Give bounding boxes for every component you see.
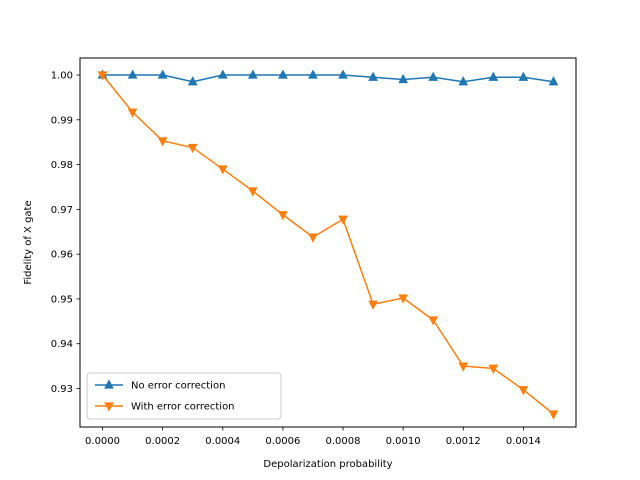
x-axis-ticks: 0.0000 0.0002 0.0004 0.0006 0.0008 0.0010 0.00… [85, 427, 541, 447]
x-tick-label: 0.0014 [506, 436, 541, 447]
data-point [127, 108, 138, 118]
x-tick-label: 0.0012 [446, 436, 481, 447]
y-tick-label: 0.98 [51, 160, 73, 171]
data-point [247, 187, 258, 197]
x-tick-label: 0.0000 [85, 436, 120, 447]
data-point [157, 69, 168, 79]
data-point [217, 69, 228, 79]
legend-item: With error correction [95, 402, 235, 413]
legend: No error correction With error correction [86, 372, 282, 420]
y-axis-title: Fidelity of X gate [23, 200, 34, 284]
legend-label: No error correction [131, 381, 225, 392]
data-point [217, 165, 228, 175]
data-point [398, 73, 409, 84]
data-point [488, 364, 499, 374]
y-tick-label: 0.93 [51, 384, 73, 395]
legend-marker [104, 402, 114, 412]
data-point [518, 386, 529, 396]
data-point [278, 211, 288, 221]
plot-frame [79, 57, 577, 428]
y-tick-label: 0.94 [51, 339, 73, 350]
x-tick-label: 0.0004 [205, 436, 240, 447]
series-line [101, 74, 554, 415]
data-point [157, 137, 168, 147]
y-tick-label: 0.95 [51, 294, 73, 305]
legend-box [86, 372, 282, 420]
series-2 [97, 71, 559, 420]
y-tick-label: 0.97 [51, 205, 73, 216]
data-point [428, 71, 439, 81]
x-tick-label: 0.0010 [386, 436, 421, 447]
data-point [247, 69, 258, 79]
data-point [548, 410, 559, 420]
data-point [308, 69, 318, 79]
plot-area [80, 58, 576, 427]
series-1 [97, 69, 559, 86]
legend-item: No error correction [95, 379, 225, 392]
data-point [187, 143, 198, 154]
legend-marker [104, 379, 114, 389]
y-tick-label: 0.96 [51, 250, 73, 261]
data-point [518, 71, 529, 81]
x-tick-label: 0.0006 [265, 436, 300, 447]
series-line [102, 74, 554, 83]
data-point [97, 71, 108, 81]
data-point [398, 294, 409, 304]
x-axis-title: Depolarization probability [263, 459, 392, 470]
data-point [458, 362, 469, 372]
data-point [368, 71, 378, 81]
series-layer [97, 69, 559, 420]
data-point [548, 76, 559, 86]
y-tick-label: 0.99 [51, 115, 73, 126]
data-point [308, 233, 318, 243]
data-point [338, 215, 348, 225]
data-point [338, 69, 348, 79]
data-point [127, 69, 138, 79]
data-point [488, 71, 499, 81]
y-tick-label: 1.00 [51, 71, 73, 82]
data-point [187, 76, 198, 86]
x-tick-label: 0.0008 [326, 436, 361, 447]
x-tick-label: 0.0002 [145, 436, 180, 447]
data-point [368, 300, 378, 310]
data-point [428, 316, 439, 326]
data-point [458, 76, 469, 86]
y-axis-ticks: 0.93 0.94 0.95 0.96 0.97 0.98 0.99 1.00 [51, 71, 80, 395]
data-point [278, 69, 288, 79]
legend-label: With error correction [131, 402, 235, 413]
